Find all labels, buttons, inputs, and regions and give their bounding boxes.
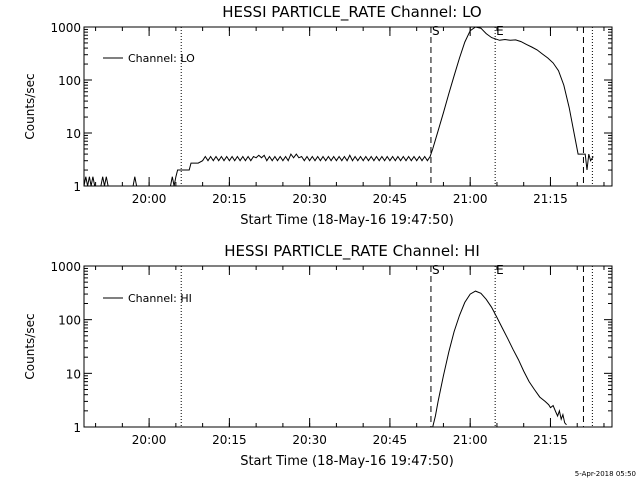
series-line-hi: [432, 290, 567, 428]
y-tick-label-hi: 100: [58, 314, 81, 328]
x-tick-label-lo: 20:30: [292, 192, 327, 206]
x-tick-label-hi: 21:00: [453, 433, 488, 447]
y-axis-label-hi: Counts/sec: [23, 313, 37, 379]
marker-label-e-lo: E: [496, 24, 504, 38]
plot-frame-lo: [83, 26, 613, 187]
plot-frame-hi: [83, 265, 613, 428]
x-tick-label-lo: 20:00: [132, 192, 167, 206]
x-tick-label-hi: 20:45: [373, 433, 408, 447]
legend-hi: Channel: HI: [103, 292, 192, 305]
chart-title-hi: HESSI PARTICLE_RATE Channel: HI: [224, 242, 480, 261]
series-lo: [83, 26, 594, 187]
x-tick-label-hi: 21:15: [533, 433, 568, 447]
y-axis-label-lo: Counts/sec: [23, 73, 37, 139]
series-line-lo: [83, 26, 594, 187]
y-tick-label-hi: 1: [73, 421, 81, 435]
y-tick-label-lo: 1000: [50, 21, 81, 35]
x-tick-label-lo: 20:45: [373, 192, 408, 206]
x-axis-label-hi: Start Time (18-May-16 19:47:50): [240, 454, 454, 469]
chart-title-lo: HESSI PARTICLE_RATE Channel: LO: [222, 3, 481, 22]
x-tick-label-hi: 20:00: [132, 433, 167, 447]
marker-label-e-hi: E: [496, 263, 504, 277]
marker-label-s-lo: S: [432, 24, 440, 38]
panel-lo: HESSI PARTICLE_RATE Channel: LO Counts/s…: [23, 3, 613, 228]
x-tick-label-lo: 21:00: [453, 192, 488, 206]
y-tick-label-hi: 10: [66, 367, 81, 381]
x-tick-label-lo: 20:15: [212, 192, 247, 206]
y-tick-label-hi: 1000: [50, 260, 81, 274]
x-tick-label-hi: 20:30: [292, 433, 327, 447]
panel-hi: HESSI PARTICLE_RATE Channel: HI Counts/s…: [23, 242, 613, 469]
legend-lo: Channel: LO: [103, 52, 195, 65]
generation-timestamp: 5-Apr-2018 05:50: [575, 470, 636, 478]
axis-ticks-hi: 20:00 20:15 20:30 20:45 21:00 21:15 1 10 100 1000: [50, 260, 612, 447]
series-hi: [432, 290, 567, 428]
marker-label-s-hi: S: [432, 263, 440, 277]
x-tick-label-lo: 21:15: [533, 192, 568, 206]
legend-label-hi: Channel: HI: [128, 292, 192, 305]
y-tick-label-lo: 100: [58, 74, 81, 88]
x-tick-label-hi: 20:15: [212, 433, 247, 447]
y-tick-label-lo: 10: [66, 127, 81, 141]
y-tick-label-lo: 1: [73, 180, 81, 194]
legend-label-lo: Channel: LO: [128, 52, 195, 65]
x-axis-label-lo: Start Time (18-May-16 19:47:50): [240, 213, 454, 228]
axis-ticks-lo: 20:00 20:15 20:30 20:45 21:00 21:15 1 10 100 1000: [50, 21, 612, 206]
